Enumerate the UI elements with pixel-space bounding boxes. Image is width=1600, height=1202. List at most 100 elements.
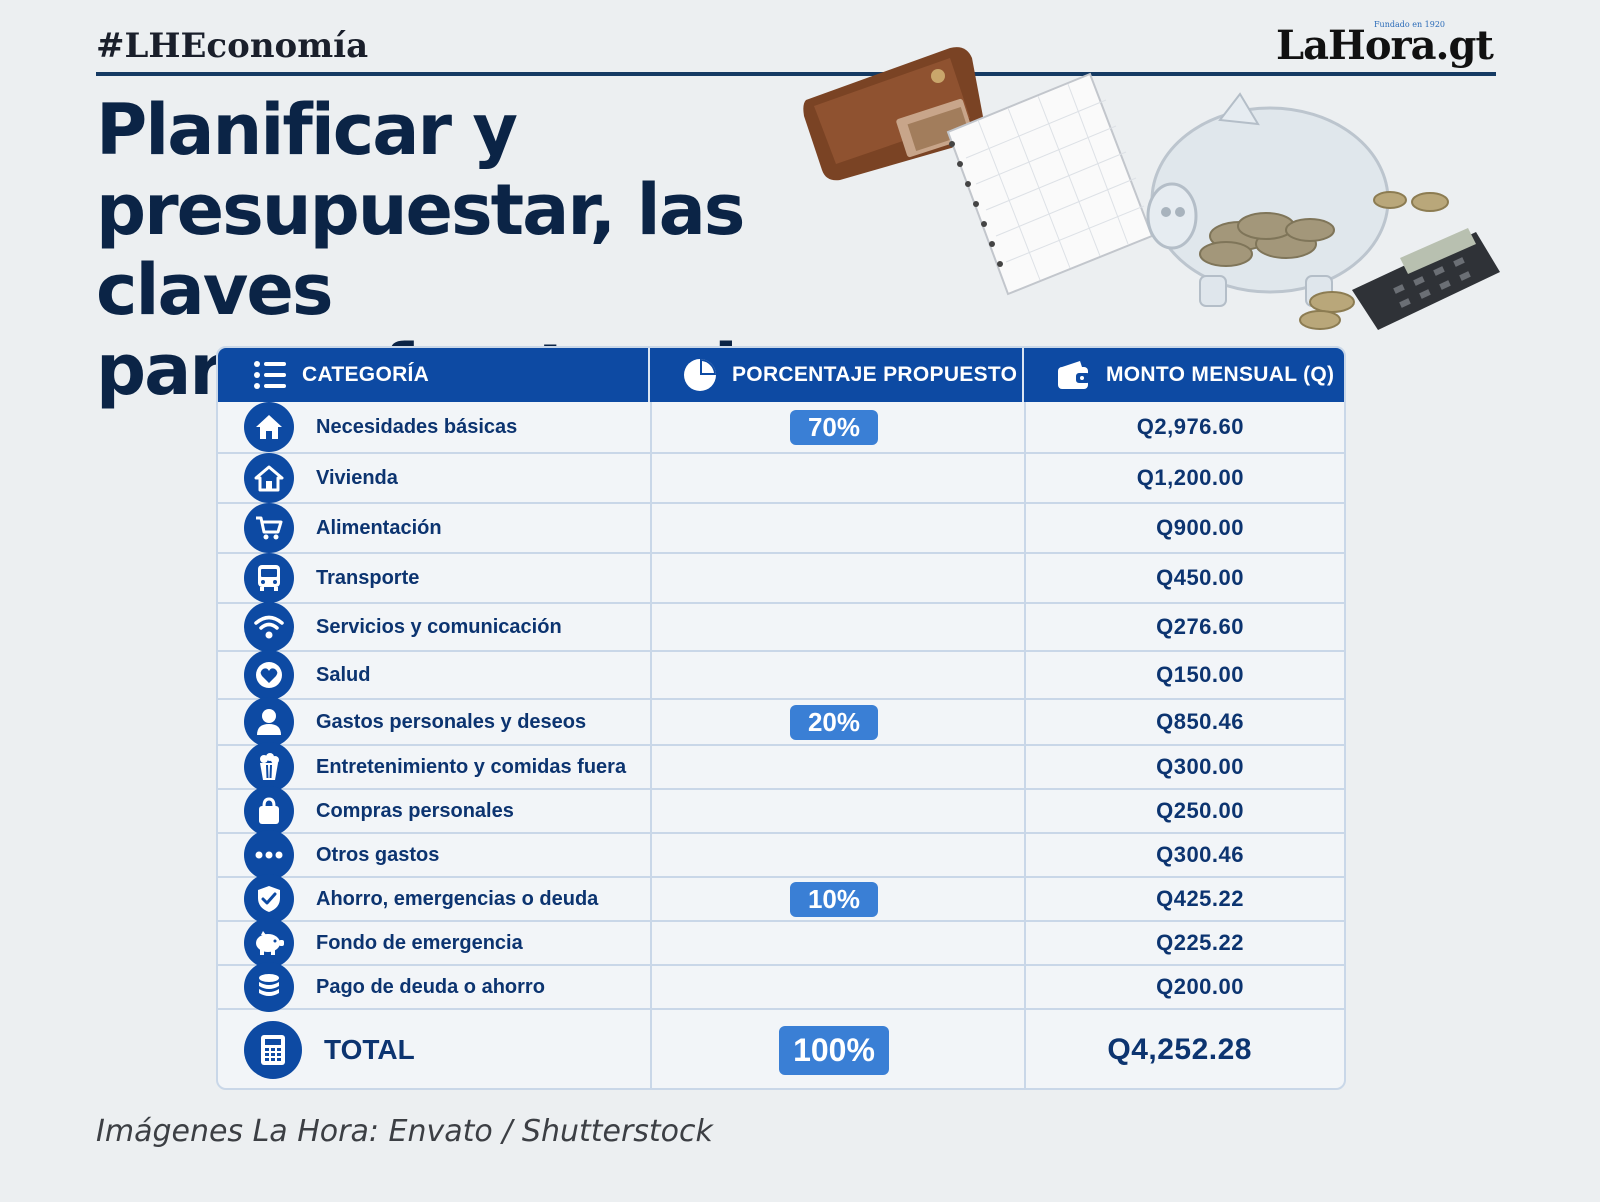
- budget-table: CATEGORÍA PORCENTAJE PROPUESTO MONTO MEN…: [216, 346, 1346, 1090]
- amount-cell: Q250.00: [1024, 798, 1344, 824]
- category-label: Servicios y comunicación: [316, 615, 562, 638]
- category-cell: Vivienda: [218, 453, 650, 503]
- category-label: Ahorro, emergencias o deuda: [316, 887, 599, 910]
- header-category: CATEGORÍA: [218, 348, 650, 402]
- coins-icon: [1299, 191, 1449, 330]
- list-icon: [252, 357, 288, 393]
- percent-badge: 10%: [790, 881, 878, 917]
- coins-icon: [244, 962, 294, 1012]
- amount-cell: Q4,252.28: [1024, 1033, 1344, 1067]
- amount-value: Q200.00: [1156, 974, 1244, 999]
- category-cell: Entretenimiento y comidas fuera: [218, 742, 650, 792]
- percent-badge: 20%: [790, 704, 878, 740]
- amount-cell: Q850.46: [1024, 709, 1344, 735]
- amount-value: Q225.22: [1156, 930, 1244, 955]
- amount-value: Q425.22: [1156, 886, 1244, 911]
- heart-icon: [244, 650, 294, 700]
- category-cell: Alimentación: [218, 503, 650, 553]
- table-row: Transporte Q450.00: [218, 553, 1344, 604]
- category-cell: Gastos personales y deseos: [218, 697, 650, 747]
- top-rule: [96, 72, 1496, 76]
- category-cell: Transporte: [218, 553, 650, 603]
- category-cell: Servicios y comunicación: [218, 602, 650, 652]
- pie-chart-icon: [682, 357, 718, 393]
- calculator-icon: [244, 1021, 302, 1079]
- amount-cell: Q300.00: [1024, 754, 1344, 780]
- table-row: Necesidades básicas 70% Q2,976.60: [218, 402, 1344, 454]
- amount-cell: Q1,200.00: [1024, 465, 1344, 491]
- ellipsis-icon: [244, 830, 294, 880]
- table-row: Pago de deuda o ahorro Q200.00: [218, 962, 1344, 1012]
- table-row: Vivienda Q1,200.00: [218, 453, 1344, 504]
- percent-cell: 70%: [650, 409, 1024, 445]
- category-cell: TOTAL: [218, 1021, 650, 1079]
- table-row: Salud Q150.00: [218, 650, 1344, 700]
- amount-cell: Q225.22: [1024, 930, 1344, 956]
- amount-value: Q2,976.60: [1136, 414, 1244, 439]
- logo: LaHora.gt Fundado en 1920: [1276, 20, 1494, 69]
- header-amount-label: MONTO MENSUAL (Q): [1106, 363, 1335, 386]
- category-label: Fondo de emergencia: [316, 931, 523, 954]
- piggy-bank-icon: [1146, 92, 1390, 307]
- header-category-label: CATEGORÍA: [302, 363, 430, 386]
- piggy-bank-icon: [244, 918, 294, 968]
- calculator-icon: [1352, 228, 1500, 330]
- category-label: Salud: [316, 663, 371, 686]
- percent-badge: 70%: [790, 409, 878, 445]
- amount-value: Q450.00: [1156, 565, 1244, 590]
- amount-value: Q250.00: [1156, 798, 1244, 823]
- amount-value: Q276.60: [1156, 614, 1244, 639]
- table-row: Servicios y comunicación Q276.60: [218, 602, 1344, 652]
- house-icon: [244, 402, 294, 452]
- percent-badge: 100%: [779, 1025, 889, 1075]
- table-header: CATEGORÍA PORCENTAJE PROPUESTO MONTO MEN…: [218, 348, 1344, 402]
- percent-cell: 100%: [650, 1025, 1024, 1075]
- category-label: Compras personales: [316, 799, 514, 822]
- amount-value: Q150.00: [1156, 662, 1244, 687]
- table-row: Ahorro, emergencias o deuda 10% Q425.22: [218, 874, 1344, 924]
- table-row: Fondo de emergencia Q225.22: [218, 918, 1344, 968]
- bus-icon: [244, 553, 294, 603]
- image-credit: Imágenes La Hora: Envato / Shutterstock: [96, 1114, 713, 1149]
- percent-cell: 10%: [650, 881, 1024, 917]
- category-cell: Salud: [218, 650, 650, 700]
- logo-text-2: ra.gt: [1390, 22, 1494, 69]
- table-row: Otros gastos Q300.46: [218, 830, 1344, 880]
- headline-line-1: Planificar y: [96, 89, 518, 171]
- category-cell: Ahorro, emergencias o deuda: [218, 874, 650, 924]
- category-label: Otros gastos: [316, 843, 440, 866]
- category-cell: Otros gastos: [218, 830, 650, 880]
- category-label: Alimentación: [316, 516, 442, 539]
- amount-cell: Q425.22: [1024, 886, 1344, 912]
- shield-check-icon: [244, 874, 294, 924]
- category-label: Transporte: [316, 566, 420, 589]
- category-label: Vivienda: [316, 466, 398, 489]
- headline-line-2: presupuestar, las claves: [96, 169, 745, 331]
- wallet-icon: [1056, 357, 1092, 393]
- amount-value: Q900.00: [1156, 515, 1244, 540]
- category-cell: Pago de deuda o ahorro: [218, 962, 650, 1012]
- category-label: Necesidades básicas: [316, 415, 518, 438]
- amount-value: Q300.00: [1156, 754, 1244, 779]
- wifi-icon: [244, 602, 294, 652]
- table-row: Gastos personales y deseos 20% Q850.46: [218, 697, 1344, 747]
- popcorn-icon: [244, 742, 294, 792]
- category-cell: Compras personales: [218, 786, 650, 836]
- amount-cell: Q200.00: [1024, 974, 1344, 1000]
- header-amount: MONTO MENSUAL (Q): [1024, 348, 1344, 402]
- shopping-bag-icon: [244, 786, 294, 836]
- logo-text-1: LaH: [1276, 22, 1366, 69]
- home-icon: [244, 453, 294, 503]
- category-label: Gastos personales y deseos: [316, 710, 587, 733]
- cart-icon: [244, 503, 294, 553]
- header-percent-label: PORCENTAJE PROPUESTO: [732, 363, 1018, 386]
- table-row: Entretenimiento y comidas fuera Q300.00: [218, 742, 1344, 792]
- percent-cell: 20%: [650, 704, 1024, 740]
- table-row: Compras personales Q250.00: [218, 786, 1344, 836]
- amount-cell: Q276.60: [1024, 614, 1344, 640]
- logo-text-o: o: [1364, 22, 1392, 69]
- amount-cell: Q900.00: [1024, 515, 1344, 541]
- amount-value: Q850.46: [1156, 709, 1244, 734]
- wallet-icon: [803, 47, 985, 181]
- hashtag: #LHEconomía: [96, 26, 369, 66]
